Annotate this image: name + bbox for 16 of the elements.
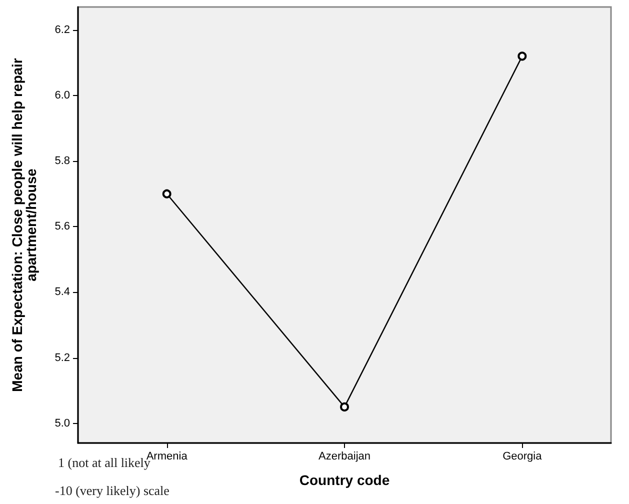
text: -10 (very likely) scale bbox=[55, 483, 170, 498]
x-axis-title: Country code bbox=[299, 472, 390, 488]
y-tick-label: 5.6 bbox=[54, 220, 70, 233]
point bbox=[162, 189, 172, 198]
x-tick-label: Azerbaijan bbox=[318, 450, 370, 462]
x-tick-label: Armenia bbox=[146, 450, 188, 462]
y-tick-label: 6.2 bbox=[54, 24, 70, 36]
x-tick-label: Georgia bbox=[502, 450, 543, 462]
y-tick-label: 5.0 bbox=[54, 417, 70, 430]
point bbox=[340, 402, 349, 412]
y-tick-label: 5.8 bbox=[54, 155, 70, 168]
y-tick-label: 5.2 bbox=[54, 352, 70, 364]
y-axis-title: Mean of Expectation: Close people will help repair apartment/house bbox=[9, 58, 39, 392]
y-tick-label: 6.0 bbox=[54, 90, 70, 102]
y-tick-label: 5.4 bbox=[54, 286, 70, 298]
point bbox=[518, 52, 527, 61]
